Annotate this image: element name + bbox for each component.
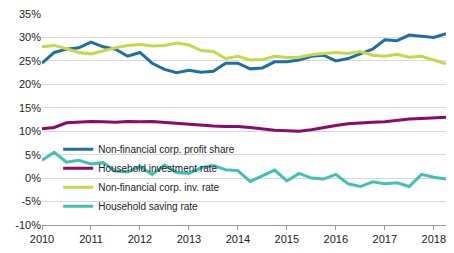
svg-text:2015: 2015 <box>275 233 299 245</box>
svg-text:-10%: -10% <box>15 219 41 231</box>
svg-text:2012: 2012 <box>128 233 152 245</box>
svg-text:2018: 2018 <box>422 233 446 245</box>
svg-text:20%: 20% <box>19 78 41 90</box>
svg-text:2013: 2013 <box>177 233 201 245</box>
svg-text:2016: 2016 <box>324 233 348 245</box>
svg-text:0%: 0% <box>25 172 41 184</box>
svg-text:35%: 35% <box>19 8 41 20</box>
svg-text:2011: 2011 <box>79 233 103 245</box>
svg-text:Household investment rate: Household investment rate <box>98 163 217 174</box>
svg-text:25%: 25% <box>19 55 41 67</box>
svg-text:2017: 2017 <box>373 233 397 245</box>
svg-text:30%: 30% <box>19 31 41 43</box>
svg-text:Non-financial corp. inv. rate: Non-financial corp. inv. rate <box>98 182 219 193</box>
svg-text:Household saving rate: Household saving rate <box>98 201 198 212</box>
svg-text:10%: 10% <box>19 125 41 137</box>
svg-text:-5%: -5% <box>21 195 41 207</box>
svg-text:5%: 5% <box>25 149 41 161</box>
svg-text:Non-financial corp. profit sha: Non-financial corp. profit share <box>98 144 235 155</box>
svg-text:15%: 15% <box>19 102 41 114</box>
svg-text:2014: 2014 <box>226 233 250 245</box>
svg-text:2010: 2010 <box>30 233 54 245</box>
